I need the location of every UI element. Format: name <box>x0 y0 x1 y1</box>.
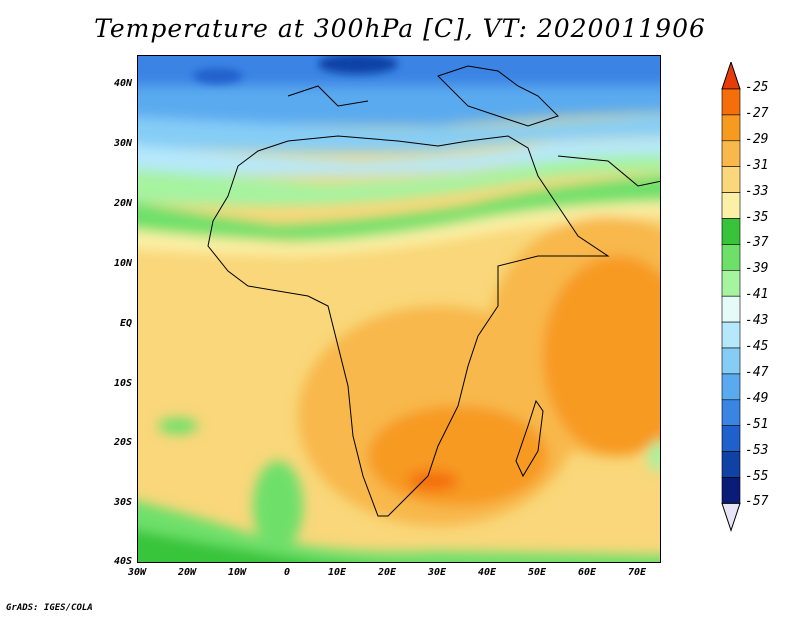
colorbar-segment <box>721 451 741 478</box>
colorbar-tick-label: -37 <box>745 235 769 251</box>
colorbar-tick-label: -25 <box>745 80 769 95</box>
lat-label: 20S <box>113 437 132 448</box>
lon-label: 60E <box>577 567 597 578</box>
lon-label: 50E <box>527 567 547 578</box>
temperature-field <box>138 56 660 562</box>
lon-label: 70E <box>627 567 647 578</box>
colorbar-tick-label: -49 <box>745 390 769 406</box>
colorbar-segment <box>721 425 741 452</box>
colorbar-segment <box>721 321 741 349</box>
lon-label: 40E <box>477 567 497 578</box>
footer-credit: GrADS: IGES/COLA <box>6 603 93 613</box>
colorbar <box>721 62 741 532</box>
lat-label: 30S <box>113 497 132 508</box>
colorbar-segment <box>721 270 741 297</box>
lon-label: 10W <box>227 567 247 578</box>
colorbar-tick-label: -51 <box>745 416 769 432</box>
colorbar-tick-label: -29 <box>745 131 769 147</box>
colorbar-segment <box>721 477 741 504</box>
colorbar-tick-label: -33 <box>745 183 769 199</box>
colorbar-segment <box>721 218 741 245</box>
colorbar-segment <box>721 114 741 142</box>
lon-label: 10E <box>327 567 347 578</box>
colorbar-tick-label: -27 <box>745 105 769 121</box>
colorbar-segment <box>721 295 741 323</box>
lon-label: 0 <box>283 567 291 578</box>
colorbar-segment <box>721 192 741 219</box>
colorbar-tick-label: -31 <box>745 157 769 173</box>
map-plot-area <box>137 55 661 563</box>
lat-label: 30N <box>113 138 132 149</box>
colorbar-tick-label: -57 <box>745 494 769 510</box>
lat-label: 10S <box>113 378 132 389</box>
colorbar-segment <box>721 88 741 116</box>
colorbar-tick-label: -43 <box>745 313 769 329</box>
colorbar-tick-label: -41 <box>745 287 769 303</box>
lon-label: 20E <box>377 567 397 578</box>
colorbar-segment <box>721 373 741 401</box>
lat-label: 10N <box>113 258 132 269</box>
colorbar-tick-label: -35 <box>745 209 769 225</box>
colorbar-tick-label: -45 <box>745 339 769 354</box>
colorbar-segment <box>721 244 741 271</box>
lon-label: 30E <box>427 567 447 578</box>
colorbar-segment <box>721 399 741 426</box>
lat-label: 20N <box>113 198 132 209</box>
lat-label: 40N <box>113 78 132 89</box>
lat-label: 40S <box>113 556 132 567</box>
lon-label: 20W <box>177 567 197 578</box>
colorbar-segment <box>721 166 741 193</box>
colorbar-segment <box>721 140 741 168</box>
colorbar-top-arrow <box>721 62 741 90</box>
colorbar-segment <box>721 347 741 375</box>
map-title: Temperature at 300hPa [C], VT: 202001190… <box>94 14 706 43</box>
lon-label: 30W <box>127 567 147 578</box>
colorbar-tick-label: -55 <box>745 468 769 484</box>
colorbar-tick-label: -53 <box>745 442 769 458</box>
coastline-outlines <box>207 65 660 517</box>
lat-label: EQ <box>119 318 132 329</box>
colorbar-tick-label: -39 <box>745 261 769 277</box>
colorbar-bottom-arrow <box>721 502 741 532</box>
colorbar-tick-label: -47 <box>745 364 769 380</box>
